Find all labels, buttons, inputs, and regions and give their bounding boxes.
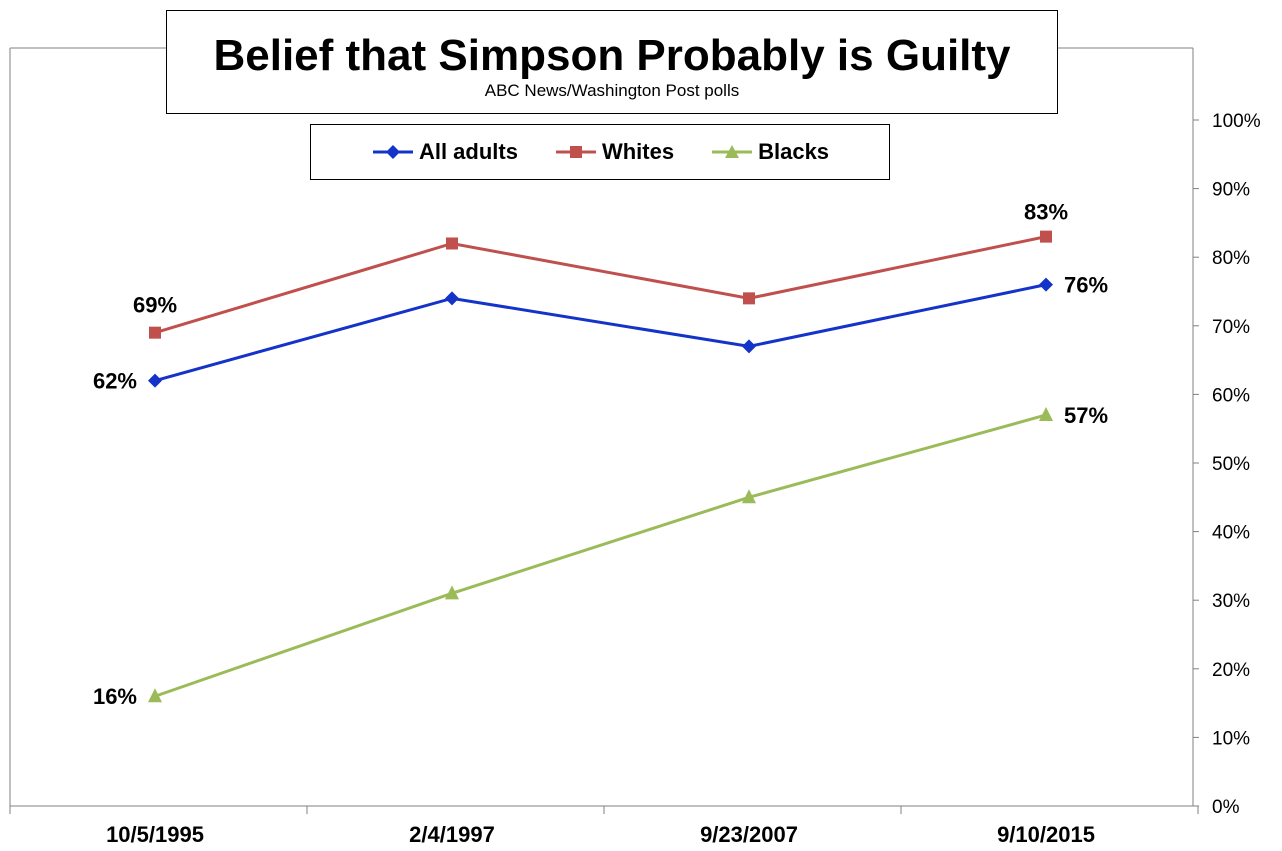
y-tick-label: 90% xyxy=(1212,180,1250,201)
data-label-whites: 69% xyxy=(133,293,177,318)
data-point-blacks xyxy=(742,489,756,504)
y-tick-label: 70% xyxy=(1212,317,1250,338)
y-tick-label: 100% xyxy=(1212,111,1261,132)
data-point-all-adults xyxy=(742,339,756,354)
data-point-all-adults xyxy=(1039,277,1053,292)
legend-item-whites: Whites xyxy=(554,139,674,165)
data-point-blacks xyxy=(148,688,162,703)
data-point-whites xyxy=(446,237,458,250)
x-tick-label: 10/5/1995 xyxy=(106,822,204,847)
y-tick-label: 20% xyxy=(1212,660,1250,681)
series-line-blacks xyxy=(154,413,1047,698)
title-box: Belief that Simpson Probably is Guilty A… xyxy=(166,10,1058,114)
legend-label-blacks: Blacks xyxy=(758,139,830,164)
legend-marker-diamond-icon xyxy=(372,145,413,159)
data-label-all-adults: 62% xyxy=(93,369,137,394)
data-label-blacks: 16% xyxy=(93,684,137,709)
x-tick-label: 9/10/2015 xyxy=(997,822,1095,847)
data-label-whites: 83% xyxy=(1024,200,1068,225)
y-tick-label: 50% xyxy=(1212,454,1250,475)
data-point-blacks xyxy=(445,585,459,600)
data-point-all-adults xyxy=(445,291,459,306)
chart-subtitle: ABC News/Washington Post polls xyxy=(484,81,740,100)
data-point-whites xyxy=(1040,230,1052,243)
legend-marker-triangle-icon xyxy=(712,145,753,158)
data-label-blacks: 57% xyxy=(1064,403,1108,428)
legend-item-all-adults: All adults xyxy=(371,139,518,165)
axes: 0% 10% 20% 30% 40% 50% 60% 70% 80% 90% 100% 10/5/19… xyxy=(9,47,1261,847)
data-point-blacks xyxy=(1039,406,1053,421)
legend-label-all-adults: All adults xyxy=(418,139,518,164)
y-tick-label: 80% xyxy=(1212,248,1250,269)
data-label-all-adults: 76% xyxy=(1064,273,1108,298)
data-point-whites xyxy=(149,326,161,339)
y-tick-label: 10% xyxy=(1212,728,1250,749)
series-layer xyxy=(148,230,1053,703)
series-line-all-adults xyxy=(154,283,1047,383)
y-tick-label: 40% xyxy=(1212,523,1250,544)
data-labels: 62% 76% 69% 83% 16% 57% xyxy=(93,200,1108,710)
legend-label-whites: Whites xyxy=(601,139,675,164)
legend: All adults Whites Blacks xyxy=(310,124,890,180)
y-tick-label: 0% xyxy=(1212,797,1240,818)
data-point-all-adults xyxy=(148,373,162,388)
data-point-whites xyxy=(743,292,755,305)
y-tick-label: 60% xyxy=(1212,385,1250,406)
legend-marker-square-icon xyxy=(555,146,596,158)
x-tick-label: 9/23/2007 xyxy=(700,822,798,847)
legend-item-blacks: Blacks xyxy=(710,139,829,165)
x-tick-label: 2/4/1997 xyxy=(409,822,495,847)
series-line-whites xyxy=(154,235,1047,335)
chart-title: Belief that Simpson Probably is Guilty xyxy=(213,31,1011,80)
y-tick-label: 30% xyxy=(1212,591,1250,612)
